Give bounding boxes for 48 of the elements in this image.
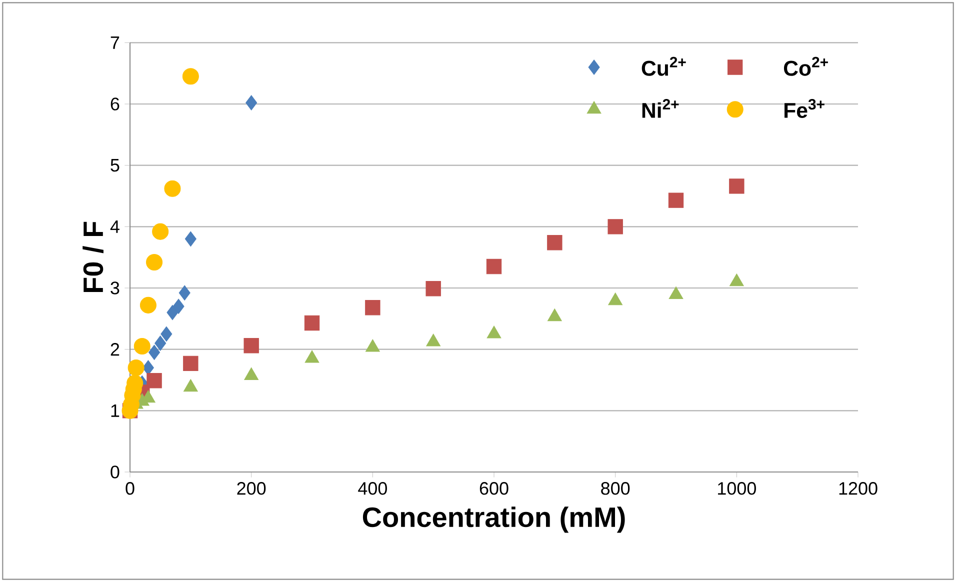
y-tick-label: 7: [110, 36, 120, 49]
x-tick-label: 400: [358, 482, 387, 495]
x-tick-label: 1200: [839, 482, 878, 495]
point: [134, 338, 150, 355]
point: [178, 285, 190, 301]
x-tick-label: 600: [480, 482, 508, 495]
point: [172, 298, 184, 314]
point: [148, 344, 160, 360]
y-tick-label: 3: [110, 282, 120, 294]
x-tick-label: 1000: [718, 482, 756, 495]
point: [304, 315, 320, 331]
point: [365, 300, 380, 316]
point: [246, 95, 258, 110]
point: [164, 180, 181, 197]
point: [244, 338, 259, 354]
point: [146, 373, 162, 388]
point: [426, 281, 441, 296]
y-tick-label: 0: [110, 466, 120, 478]
x-tick-label: 0: [126, 482, 134, 495]
point: [166, 304, 178, 320]
y-tick-label: 4: [110, 220, 120, 233]
point: [154, 336, 166, 351]
x-tick-label: 800: [601, 482, 630, 495]
legend-label: Ni$^{2+}$: [642, 98, 679, 118]
y-tick-label: 2: [110, 343, 120, 356]
y-tick-label: 1: [111, 404, 120, 417]
point: [160, 326, 172, 342]
point: [486, 258, 502, 274]
point: [608, 219, 623, 234]
point: [142, 360, 154, 376]
point: [140, 296, 156, 314]
point: [668, 192, 684, 208]
point: [729, 178, 744, 194]
point: [183, 356, 198, 372]
x-tick-label: 200: [237, 482, 266, 495]
point: [547, 235, 562, 250]
point: [152, 223, 169, 240]
legend-label: Fe$^{3+}$: [784, 98, 824, 118]
point: [182, 68, 199, 85]
legend-label: Co$^{2+}$: [784, 56, 828, 76]
x-axis-title: Concentration (mM): [362, 506, 625, 533]
point: [146, 254, 163, 271]
point: [128, 359, 144, 376]
point: [184, 231, 196, 247]
y-tick-label: 5: [110, 159, 120, 172]
legend-label: Cu$^{2+}$: [642, 56, 686, 76]
y-tick-label: 6: [110, 98, 120, 110]
y-axis-title: F0 / F: [82, 222, 104, 292]
